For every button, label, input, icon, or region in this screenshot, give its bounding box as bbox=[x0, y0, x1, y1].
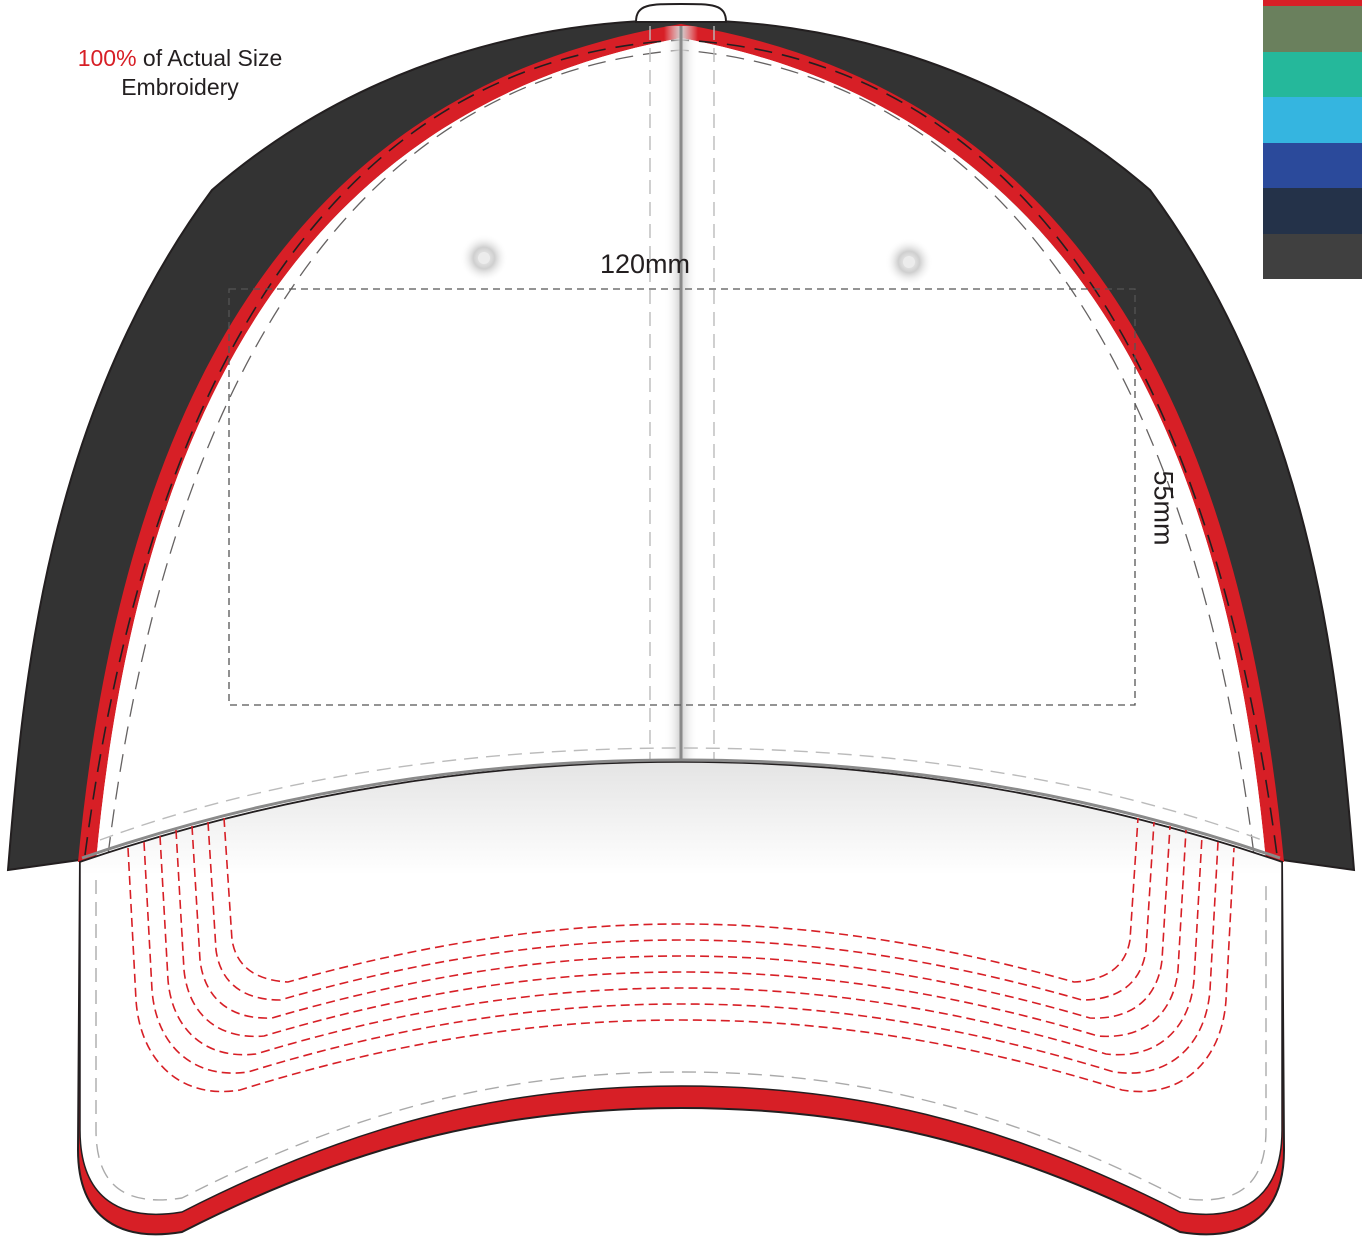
swatch-sky-blue[interactable] bbox=[1263, 97, 1362, 143]
color-swatches bbox=[1263, 0, 1362, 279]
embroidery-height-label: 55mm bbox=[1148, 470, 1179, 546]
brim-red-stitching bbox=[127, 817, 1235, 1093]
embroidery-area-box bbox=[228, 288, 1136, 706]
size-note: 100% of Actual Size Embroidery bbox=[40, 44, 320, 102]
swatch-teal[interactable] bbox=[1263, 51, 1362, 97]
swatch-navy[interactable] bbox=[1263, 188, 1362, 234]
size-percent: 100% bbox=[77, 45, 137, 71]
size-note-line1: of Actual Size bbox=[136, 45, 283, 71]
swatch-olive-green[interactable] bbox=[1263, 6, 1362, 52]
swatch-royal-blue[interactable] bbox=[1263, 142, 1362, 188]
brim-edge-stitch bbox=[95, 880, 1267, 1201]
brim-seam bbox=[81, 758, 1281, 860]
swatch-red[interactable] bbox=[1263, 0, 1362, 6]
eyelet-right-hole bbox=[903, 256, 915, 268]
size-note-line2: Embroidery bbox=[121, 74, 239, 100]
embroidery-width-label: 120mm bbox=[600, 249, 691, 279]
swatch-charcoal[interactable] bbox=[1263, 233, 1362, 279]
eyelet-left-hole bbox=[478, 252, 490, 264]
top-button bbox=[634, 2, 728, 23]
